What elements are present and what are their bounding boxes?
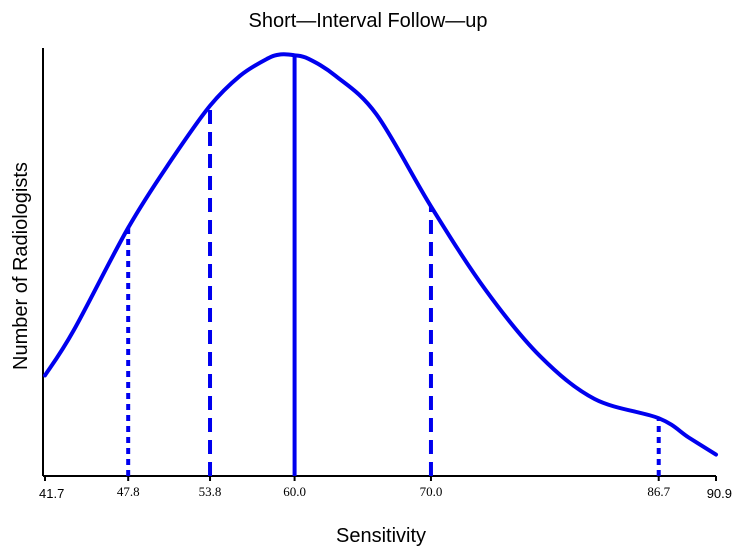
x-tick-label-4: 70.0 [420, 484, 443, 499]
chart-title: Short—Interval Follow—up [249, 10, 488, 32]
x-axis-label: Sensitivity [336, 525, 426, 547]
marker-lines [126, 55, 661, 476]
x-tick-label-0: 41.7 [39, 486, 64, 501]
x-tick-label-3: 60.0 [283, 484, 306, 499]
x-tick-label-6: 90.9 [707, 486, 732, 501]
x-axis-ticks: 41.7 47.8 53.8 60.0 70.0 86.7 90.9 [39, 476, 732, 501]
density-curve [43, 52, 718, 457]
x-tick-label-2: 53.8 [199, 484, 222, 499]
x-tick-label-1: 47.8 [117, 484, 140, 499]
y-axis-label: Number of Radiologists [10, 162, 32, 370]
x-tick-label-5: 86.7 [647, 484, 670, 499]
